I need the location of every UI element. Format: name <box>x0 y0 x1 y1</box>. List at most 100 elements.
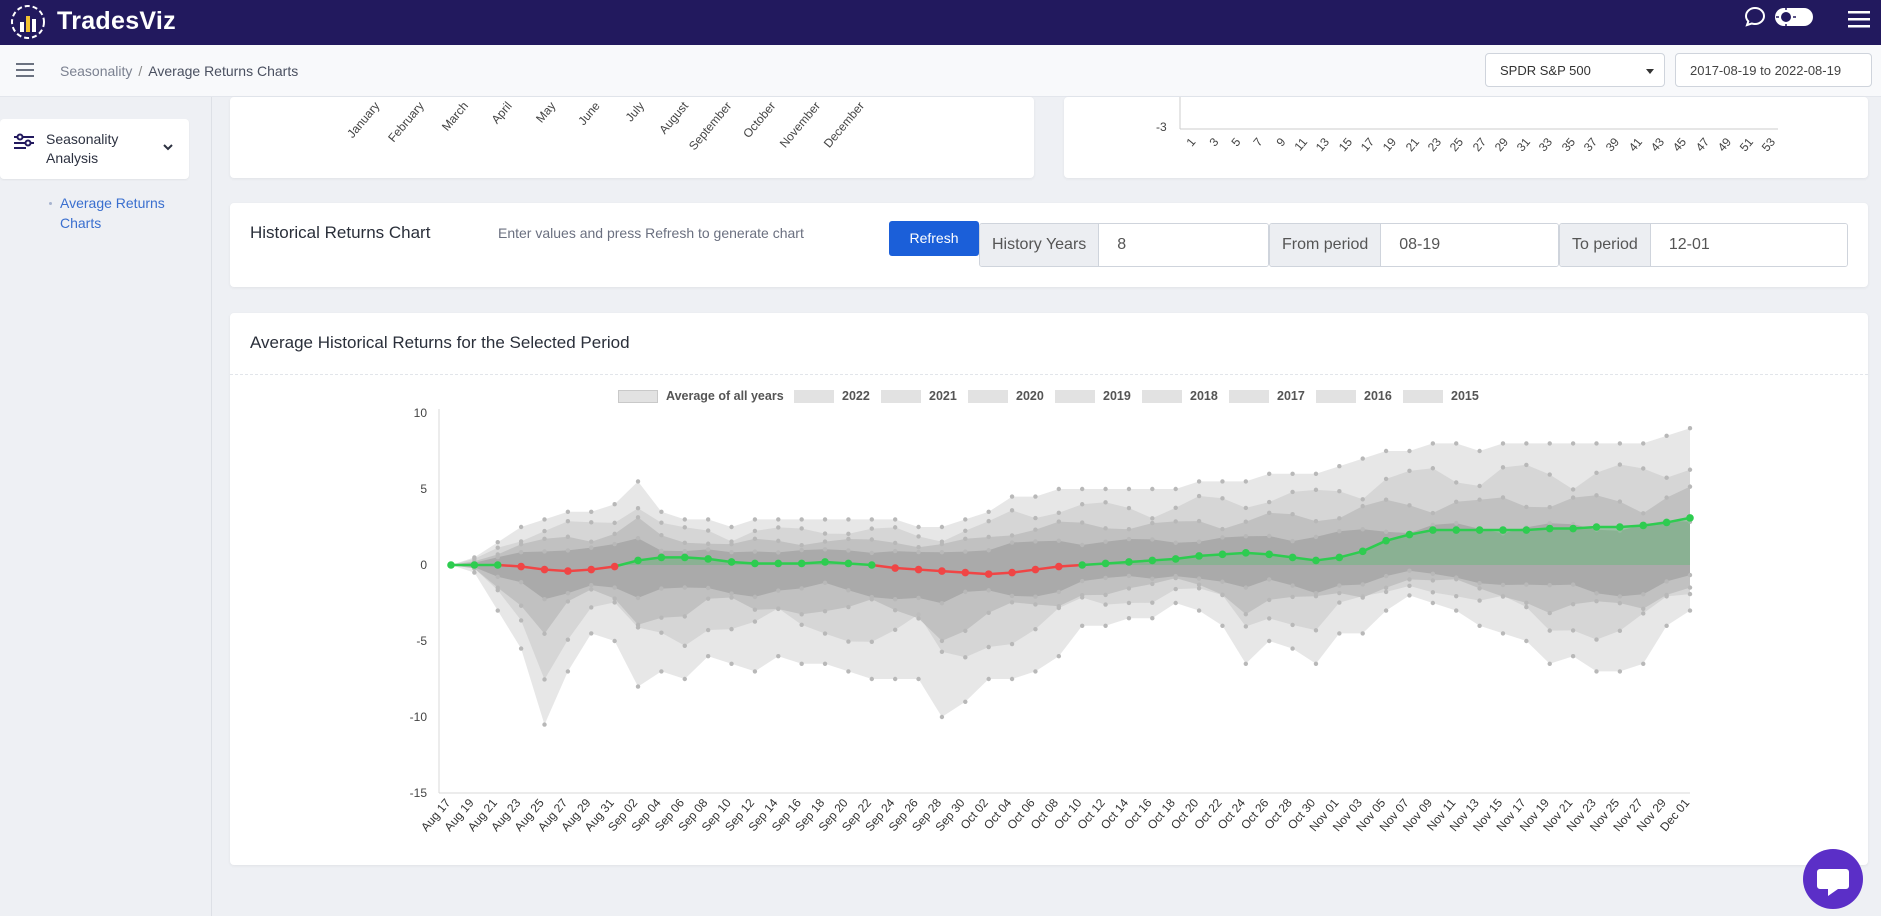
average-line-segment <box>1011 568 1036 574</box>
average-point[interactable] <box>1662 518 1671 527</box>
average-point[interactable] <box>1522 526 1531 534</box>
average-point[interactable] <box>727 558 736 566</box>
bullet-icon <box>49 202 52 205</box>
legend-item[interactable]: 2019 <box>1055 389 1131 404</box>
year-point <box>1547 504 1552 510</box>
tradesviz-logo-icon[interactable] <box>10 4 46 40</box>
average-point[interactable] <box>634 556 642 565</box>
legend-item[interactable]: 2022 <box>794 389 870 404</box>
average-point[interactable] <box>1545 524 1554 533</box>
sidebar-item-seasonality-analysis[interactable]: Seasonality Analysis <box>0 119 189 179</box>
average-point[interactable] <box>1265 550 1274 559</box>
year-point <box>1430 578 1436 583</box>
legend-swatch <box>968 390 1008 404</box>
legend-item[interactable]: 2016 <box>1316 389 1392 404</box>
theme-toggle-icon[interactable] <box>1774 5 1814 29</box>
average-point[interactable] <box>587 565 596 574</box>
average-point[interactable] <box>1195 552 1203 560</box>
sidebar-item-average-returns-charts[interactable]: Average Returns Charts <box>60 195 165 231</box>
symbol-select[interactable]: SPDR S&P 500 <box>1485 53 1665 87</box>
year-point <box>1430 590 1436 595</box>
average-point[interactable] <box>1218 550 1227 559</box>
average-point[interactable] <box>1686 514 1694 522</box>
average-point[interactable] <box>867 561 876 569</box>
average-point[interactable] <box>1382 536 1390 545</box>
year-point <box>846 588 851 593</box>
legend-item[interactable]: 2017 <box>1229 389 1305 404</box>
month-tick-label: April <box>488 99 515 127</box>
average-line-segment <box>871 563 896 570</box>
average-point[interactable] <box>774 559 783 568</box>
year-point <box>1290 583 1295 588</box>
average-point[interactable] <box>914 565 923 574</box>
year-point <box>1126 586 1132 591</box>
average-point[interactable] <box>704 555 712 563</box>
legend-item[interactable]: 2020 <box>968 389 1044 404</box>
from-period-input[interactable]: 08-19 <box>1381 224 1558 266</box>
legend-item[interactable]: 2018 <box>1142 389 1218 404</box>
average-point[interactable] <box>657 553 666 562</box>
to-period-input[interactable]: 12-01 <box>1650 224 1847 266</box>
average-point[interactable] <box>1475 526 1484 534</box>
average-point[interactable] <box>938 567 946 575</box>
average-point[interactable] <box>751 559 759 568</box>
average-point[interactable] <box>493 561 502 569</box>
average-point[interactable] <box>1358 547 1367 556</box>
average-point[interactable] <box>844 559 853 568</box>
average-point[interactable] <box>1592 523 1601 531</box>
year-point <box>1243 533 1249 539</box>
legend-item[interactable]: 2021 <box>881 389 957 404</box>
support-chat-button[interactable] <box>1803 849 1863 909</box>
year-point <box>1360 595 1365 600</box>
average-point[interactable] <box>984 570 993 578</box>
average-point[interactable] <box>540 565 549 574</box>
average-point[interactable] <box>797 559 806 568</box>
average-point[interactable] <box>891 564 899 572</box>
average-point[interactable] <box>1125 558 1133 566</box>
average-point[interactable] <box>961 568 970 577</box>
year-point <box>1267 597 1272 603</box>
average-point[interactable] <box>610 562 619 571</box>
average-point[interactable] <box>1288 553 1297 562</box>
average-point[interactable] <box>447 561 455 569</box>
year-point <box>752 549 758 554</box>
breadcrumb-parent[interactable]: Seasonality <box>60 63 133 79</box>
average-point[interactable] <box>1639 521 1648 530</box>
chat-bubble-icon[interactable] <box>1743 5 1767 29</box>
year-point <box>1173 519 1178 524</box>
history-years-input[interactable]: 8 <box>1099 224 1268 266</box>
average-point[interactable] <box>1171 555 1180 563</box>
average-point[interactable] <box>1616 523 1624 531</box>
average-point[interactable] <box>1148 556 1157 565</box>
legend-item[interactable]: 2015 <box>1403 389 1479 404</box>
average-point[interactable] <box>1312 556 1320 565</box>
refresh-button[interactable]: Refresh <box>889 221 979 256</box>
average-point[interactable] <box>564 567 572 575</box>
average-point[interactable] <box>1078 561 1086 569</box>
year-point <box>1103 539 1108 544</box>
average-point[interactable] <box>1499 526 1507 534</box>
average-point[interactable] <box>680 553 689 562</box>
average-point[interactable] <box>1335 553 1344 562</box>
average-point[interactable] <box>470 561 479 569</box>
hamburger-menu-icon[interactable] <box>1848 9 1870 29</box>
year-point <box>1383 448 1389 454</box>
average-point[interactable] <box>1101 559 1110 568</box>
year-point <box>1383 608 1389 613</box>
average-point[interactable] <box>1031 565 1040 574</box>
average-point[interactable] <box>821 558 829 566</box>
sidebar-toggle-icon[interactable] <box>16 63 34 77</box>
sliders-icon <box>14 133 34 149</box>
average-point[interactable] <box>517 562 525 571</box>
average-point[interactable] <box>1569 524 1577 533</box>
date-range-input[interactable]: 2017-08-19 to 2022-08-19 <box>1675 53 1872 87</box>
average-point[interactable] <box>1242 549 1250 557</box>
legend-item[interactable]: Average of all years <box>618 389 784 404</box>
average-point[interactable] <box>1452 526 1461 534</box>
average-point[interactable] <box>1429 526 1437 534</box>
average-point[interactable] <box>1055 562 1063 571</box>
average-point[interactable] <box>1405 530 1414 539</box>
brand-name[interactable]: TradesViz <box>57 7 176 35</box>
average-point[interactable] <box>1008 568 1016 577</box>
year-point <box>799 526 804 531</box>
